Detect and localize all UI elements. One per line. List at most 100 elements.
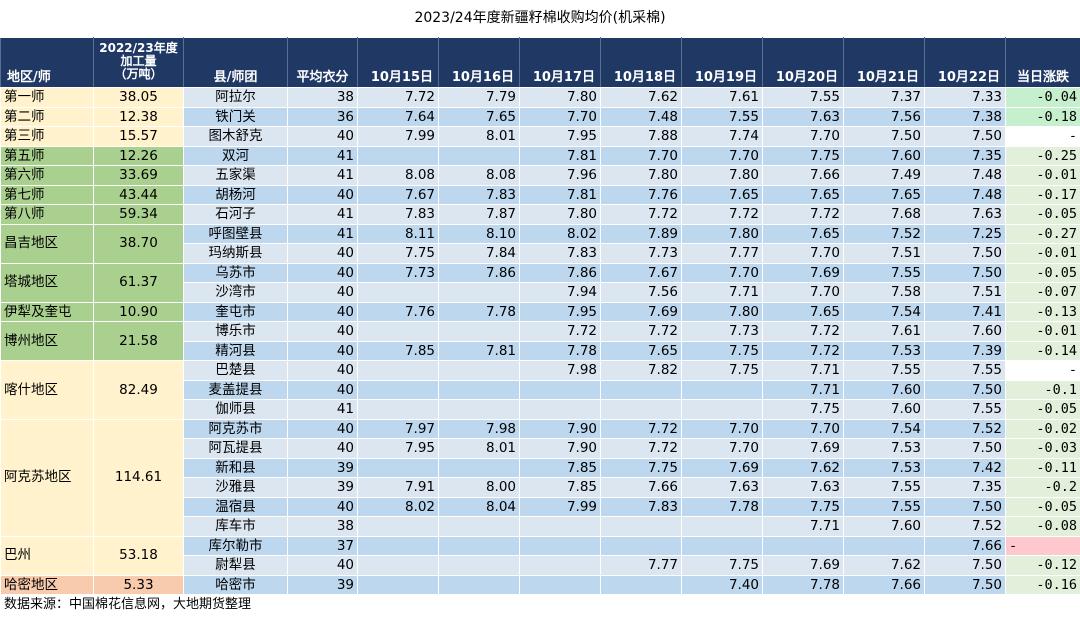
price-cell: 7.33 xyxy=(924,87,1006,108)
price-cell xyxy=(519,574,601,595)
lint-percentage: 41 xyxy=(287,399,358,420)
price-cell: 7.48 xyxy=(600,106,682,127)
county-name: 麦盖提县 xyxy=(183,379,288,400)
region-production: 114.61 xyxy=(93,418,184,537)
price-cell: 7.50 xyxy=(843,126,925,147)
price-cell: 7.70 xyxy=(519,106,601,127)
region-production: 38.70 xyxy=(93,223,184,264)
price-cell: 7.72 xyxy=(600,204,682,225)
price-cell: 7.50 xyxy=(924,438,1006,459)
cotton-price-table: 地区/师 2022/23年度 加工量 （万吨） 县/师团 平均衣分 10月15日… xyxy=(0,37,1080,595)
lint-percentage: 40 xyxy=(287,340,358,361)
county-name: 巴楚县 xyxy=(183,360,288,381)
price-cell: 7.50 xyxy=(924,379,1006,400)
price-cell: 7.37 xyxy=(843,87,925,108)
lint-percentage: 40 xyxy=(287,379,358,400)
price-cell xyxy=(438,379,520,400)
price-cell: 7.52 xyxy=(924,418,1006,439)
price-cell xyxy=(600,535,682,556)
price-cell xyxy=(438,399,520,420)
price-cell xyxy=(519,399,601,420)
price-cell: 8.01 xyxy=(438,438,520,459)
price-cell: 7.56 xyxy=(600,282,682,303)
price-cell: 7.86 xyxy=(519,262,601,283)
county-name: 博乐市 xyxy=(183,321,288,342)
price-cell: 7.85 xyxy=(519,477,601,498)
price-cell: 7.62 xyxy=(843,555,925,576)
price-cell: 7.94 xyxy=(519,282,601,303)
price-cell: 7.78 xyxy=(438,301,520,322)
price-cell: 7.71 xyxy=(762,379,844,400)
table-row: 巴州 53.18 库尔勒市 37 7.66- xyxy=(0,535,1080,576)
lint-percentage: 38 xyxy=(287,516,358,537)
daily-change: -0.08 xyxy=(1005,516,1080,537)
price-cell: 7.61 xyxy=(681,87,763,108)
price-cell: 7.72 xyxy=(681,204,763,225)
price-cell: 7.51 xyxy=(924,282,1006,303)
region-production: 33.69 xyxy=(93,165,184,186)
price-cell: 7.97 xyxy=(357,418,439,439)
price-cell: 7.75 xyxy=(681,360,763,381)
price-cell: 7.71 xyxy=(762,360,844,381)
price-cell: 7.55 xyxy=(843,477,925,498)
price-cell xyxy=(681,535,763,556)
region-name: 巴州 xyxy=(0,535,94,576)
table-row: 阿克苏地区 114.61 阿克苏市 40 7.97 7.98 7.90 7.72 7.70 7.7… xyxy=(0,418,1080,537)
daily-change: -0.25 xyxy=(1005,145,1080,166)
table-row: 阿瓦提县 40 7.95 8.01 7.90 7.72 7.70 7.69 7.53 7.50 -0… xyxy=(1,438,1080,459)
header-change: 当日涨跌 xyxy=(1005,37,1080,88)
price-cell: 7.68 xyxy=(843,204,925,225)
price-cell: 7.52 xyxy=(924,516,1006,537)
price-cell: 8.04 xyxy=(438,496,520,517)
lint-percentage: 40 xyxy=(287,438,358,459)
price-cell: 7.87 xyxy=(438,204,520,225)
price-cell: 7.71 xyxy=(681,282,763,303)
header-date: 10月20日 xyxy=(762,37,844,88)
daily-change: -0.03 xyxy=(1005,438,1080,459)
price-cell: 7.80 xyxy=(519,87,601,108)
price-cell: 7.82 xyxy=(600,360,682,381)
price-cell: 8.02 xyxy=(519,223,601,244)
county-name: 阿瓦提县 xyxy=(183,438,288,459)
daily-change: - xyxy=(1005,126,1080,147)
daily-change: -0.01 xyxy=(1005,321,1080,342)
county-name: 库尔勒市 xyxy=(183,535,288,556)
county-name: 新和县 xyxy=(183,457,288,478)
price-cell xyxy=(438,282,520,303)
price-cell xyxy=(600,516,682,537)
region-name: 哈密地区 xyxy=(0,574,94,595)
price-cell: 7.61 xyxy=(843,321,925,342)
price-cell: 7.63 xyxy=(924,204,1006,225)
price-cell: 7.50 xyxy=(924,262,1006,283)
price-cell xyxy=(357,535,439,556)
price-cell: 7.70 xyxy=(600,145,682,166)
price-cell: 7.90 xyxy=(519,418,601,439)
region-name: 第五师 xyxy=(0,145,94,166)
daily-change: -0.01 xyxy=(1005,243,1080,264)
header-production-line: （万吨） xyxy=(114,67,163,81)
table-row: 麦盖提县 40 7.71 7.60 7.50 -0.1 xyxy=(1,379,1080,400)
price-cell: 7.74 xyxy=(681,126,763,147)
price-cell: 7.72 xyxy=(600,438,682,459)
price-cell xyxy=(681,516,763,537)
table-row: 第六师 33.69 五家渠 41 8.08 8.08 7.96 7.80 7.80 7.66 7.4… xyxy=(0,165,1080,186)
price-cell: 7.88 xyxy=(600,126,682,147)
price-cell: 7.53 xyxy=(843,457,925,478)
county-name: 乌苏市 xyxy=(183,262,288,283)
price-cell xyxy=(357,321,439,342)
table-row: 第七师 43.44 胡杨河 40 7.67 7.83 7.81 7.76 7.65 7.65 7.6… xyxy=(0,184,1080,205)
county-name: 尉犁县 xyxy=(183,555,288,576)
region-production: 43.44 xyxy=(93,184,184,205)
daily-change: -0.27 xyxy=(1005,223,1080,244)
price-cell: 7.84 xyxy=(438,243,520,264)
region-name: 阿克苏地区 xyxy=(0,418,94,537)
table-row: 新和县 39 7.85 7.75 7.69 7.62 7.53 7.42 -0.11 xyxy=(1,457,1080,478)
county-name: 温宿县 xyxy=(183,496,288,517)
table-row: 精河县 40 7.85 7.81 7.78 7.65 7.75 7.72 7.53 7.39 -0.… xyxy=(1,340,1080,361)
lint-percentage: 40 xyxy=(287,262,358,283)
lint-percentage: 40 xyxy=(287,126,358,147)
price-cell: 7.38 xyxy=(924,106,1006,127)
table-row: 伽师县 41 7.75 7.60 7.55 -0.05 xyxy=(1,399,1080,420)
region-name: 第二师 xyxy=(0,106,94,127)
lint-percentage: 41 xyxy=(287,165,358,186)
